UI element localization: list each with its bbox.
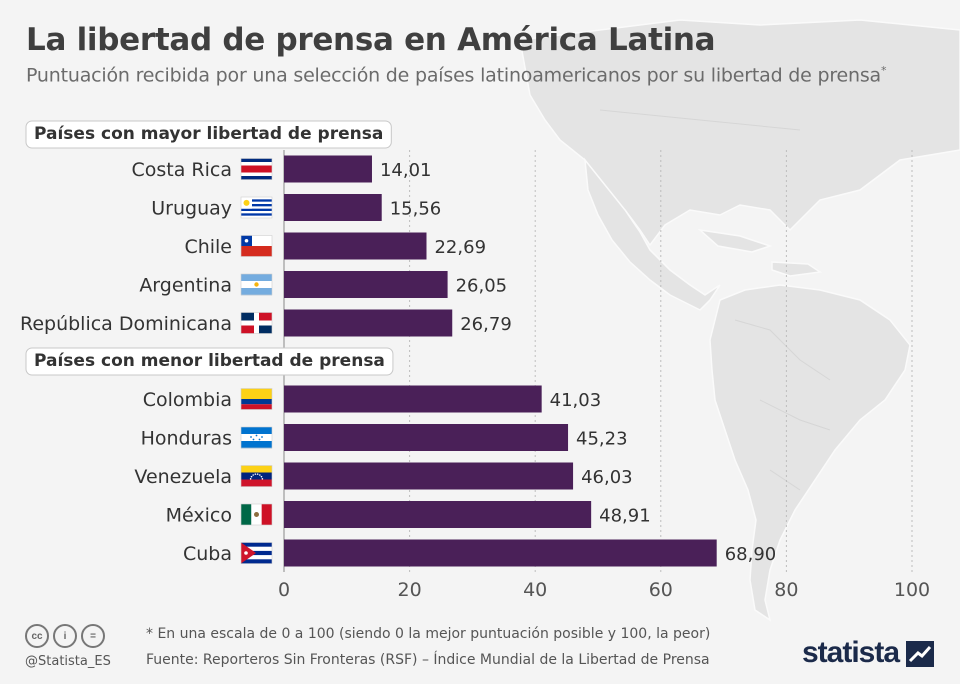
footnote: * En una escala de 0 a 100 (siendo 0 la … xyxy=(146,626,711,642)
bar-value-label: 26,05 xyxy=(456,276,508,297)
country-label: República Dominicana xyxy=(20,313,232,335)
mexico-flag-icon xyxy=(240,503,273,526)
costa-rica-flag-icon xyxy=(240,158,273,180)
cc-icon: cc xyxy=(25,624,49,648)
country-label: Cuba xyxy=(183,543,232,565)
bar-value-label: 22,69 xyxy=(434,237,486,258)
bar-value-label: 46,03 xyxy=(581,467,633,488)
x-tick-label: 80 xyxy=(774,579,798,601)
group-header-box xyxy=(25,347,394,376)
x-tick-label: 40 xyxy=(523,579,547,601)
social-handle: @Statista_ES xyxy=(25,654,111,669)
x-tick-label: 0 xyxy=(278,579,290,601)
country-label: Colombia xyxy=(143,389,232,411)
group-label: Países con menor libertad de prensa xyxy=(34,351,385,371)
bar xyxy=(284,462,574,490)
dominican-republic-flag-icon xyxy=(240,312,273,334)
bar xyxy=(284,424,569,451)
by-icon: i xyxy=(53,624,77,648)
bar xyxy=(284,501,592,528)
nd-icon: = xyxy=(81,624,105,648)
x-tick-label: 100 xyxy=(894,579,930,601)
bar-value-label: 41,03 xyxy=(550,390,602,411)
country-label: Honduras xyxy=(141,428,232,450)
subtitle-footnote-mark: * xyxy=(881,64,887,77)
country-label: Costa Rica xyxy=(132,159,233,181)
bar xyxy=(284,271,448,298)
bar-value-label: 45,23 xyxy=(576,429,628,450)
country-label: México xyxy=(166,505,232,527)
bar-value-label: 48,91 xyxy=(599,506,651,527)
country-label: Argentina xyxy=(139,275,232,297)
country-label: Uruguay xyxy=(151,198,232,220)
license-icons: cc i = xyxy=(25,624,105,648)
bar-value-label: 68,90 xyxy=(725,544,777,565)
x-tick-label: 20 xyxy=(398,579,422,601)
bar xyxy=(284,385,542,413)
bar xyxy=(284,194,382,221)
chart-subtitle: Puntuación recibida por una selección de… xyxy=(26,64,887,87)
country-label: Chile xyxy=(184,236,232,258)
brand-logo-text: statista xyxy=(802,636,900,669)
argentina-flag-icon xyxy=(240,273,273,296)
country-label: Venezuela xyxy=(134,466,232,488)
venezuela-flag-icon xyxy=(240,465,273,487)
group-header-box xyxy=(25,120,392,149)
cuba-flag-icon xyxy=(240,542,273,564)
bar-value-label: 14,01 xyxy=(380,160,432,181)
bar-value-label: 26,79 xyxy=(460,314,512,335)
subtitle-text: Puntuación recibida por una selección de… xyxy=(26,64,881,87)
brand-logo-icon xyxy=(906,641,934,667)
honduras-flag-icon xyxy=(240,426,273,449)
bar xyxy=(284,232,427,260)
group-label: Países con mayor libertad de prensa xyxy=(34,124,383,144)
colombia-flag-icon xyxy=(240,388,273,410)
bar xyxy=(284,155,372,183)
bar xyxy=(284,309,453,337)
source-note: Fuente: Reporteros Sin Fronteras (RSF) –… xyxy=(146,652,710,668)
uruguay-flag-icon xyxy=(240,196,273,219)
x-tick-label: 60 xyxy=(649,579,673,601)
chart-title: La libertad de prensa en América Latina xyxy=(26,22,716,58)
chile-flag-icon xyxy=(240,235,273,257)
bar xyxy=(284,539,717,567)
bar-value-label: 15,56 xyxy=(390,199,442,220)
